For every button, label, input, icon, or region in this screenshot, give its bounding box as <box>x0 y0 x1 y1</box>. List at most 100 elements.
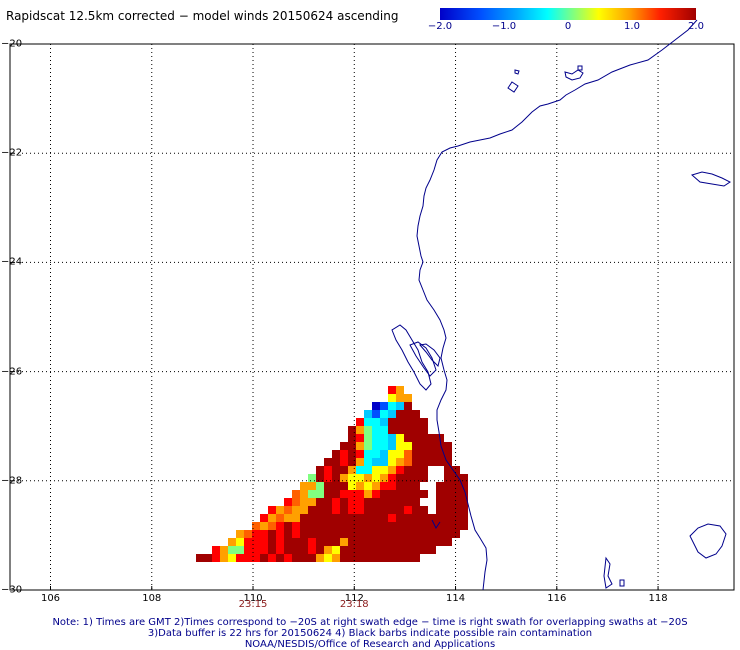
swath-cell <box>436 522 444 530</box>
swath-cell <box>380 442 388 450</box>
shark-bay-island <box>419 343 441 367</box>
swath-cell <box>292 514 300 522</box>
swath-cell <box>332 466 340 474</box>
swath-cell <box>428 442 436 450</box>
swath-cell <box>340 466 348 474</box>
swath-cell <box>316 506 324 514</box>
swath-cell <box>340 458 348 466</box>
swath-cell <box>388 434 396 442</box>
swath-cell <box>244 546 252 554</box>
swath-cell <box>300 546 308 554</box>
swath-cell <box>404 418 412 426</box>
swath-cell <box>404 522 412 530</box>
swath-cell <box>428 522 436 530</box>
swath-cell <box>324 546 332 554</box>
swath-cell <box>404 410 412 418</box>
swath-cell <box>436 442 444 450</box>
colorbar-tick: −2.0 <box>427 21 453 32</box>
swath-cell <box>356 530 364 538</box>
swath-cell <box>388 522 396 530</box>
swath-cell <box>316 530 324 538</box>
swath-cell <box>364 410 372 418</box>
swath-cell <box>412 450 420 458</box>
swath-cell <box>284 538 292 546</box>
swath-cell <box>452 466 460 474</box>
swath-cell <box>284 530 292 538</box>
swath-cell <box>324 554 332 562</box>
swath-cell <box>388 386 396 394</box>
swath-cell <box>380 506 388 514</box>
swath-cell <box>244 538 252 546</box>
swath-cell <box>364 426 372 434</box>
lat-tick-label: −30 <box>1 584 23 596</box>
swath-cell <box>428 514 436 522</box>
swath-cell <box>372 498 380 506</box>
swath-cell <box>372 530 380 538</box>
swath-cell <box>372 442 380 450</box>
swath-cell <box>452 490 460 498</box>
swath-cell <box>460 514 468 522</box>
swath-cell <box>316 554 324 562</box>
swath-cell <box>316 498 324 506</box>
swath-cell <box>356 458 364 466</box>
swath-cell <box>276 554 284 562</box>
swath-cell <box>404 474 412 482</box>
swath-cell <box>300 498 308 506</box>
swath-cell <box>364 506 372 514</box>
lake-3 <box>603 556 613 589</box>
swath-cell <box>332 554 340 562</box>
swath-cell <box>404 546 412 554</box>
swath-cell <box>380 418 388 426</box>
swath-cell <box>444 530 452 538</box>
swath-cell <box>364 482 372 490</box>
swath-cell <box>412 418 420 426</box>
swath-cell <box>332 538 340 546</box>
swath-cell <box>372 474 380 482</box>
swath-cell <box>428 458 436 466</box>
swath-cell <box>372 434 380 442</box>
swath-cell <box>268 514 276 522</box>
swath-cell <box>412 546 420 554</box>
swath-cell <box>364 514 372 522</box>
swath-cell <box>340 506 348 514</box>
swath-cell <box>460 482 468 490</box>
swath-cell <box>404 482 412 490</box>
lat-lon-grid <box>9 43 735 591</box>
swath-cell <box>212 554 220 562</box>
swath-cell <box>404 458 412 466</box>
coastline <box>391 19 731 591</box>
swath-cell <box>260 546 268 554</box>
swath-cell <box>332 506 340 514</box>
swath-cell <box>324 458 332 466</box>
swath-cell <box>356 506 364 514</box>
swath-cell <box>340 450 348 458</box>
swath-time-label: 23:18 <box>339 599 369 610</box>
lon-tick-label: 112 <box>344 593 364 604</box>
swath-cell <box>372 538 380 546</box>
swath-cell <box>356 474 364 482</box>
swath-cell <box>436 458 444 466</box>
swath-cell <box>396 514 404 522</box>
swath-cell <box>436 490 444 498</box>
swath-cell <box>196 554 204 562</box>
swath-cell <box>412 490 420 498</box>
swath-cell <box>436 450 444 458</box>
swath-cell <box>396 394 404 402</box>
swath-cell <box>276 530 284 538</box>
swath-cell <box>388 498 396 506</box>
swath-cell <box>300 522 308 530</box>
swath-cell <box>380 474 388 482</box>
swath-cell <box>364 458 372 466</box>
lat-tick-label: −20 <box>1 38 23 50</box>
swath-cell <box>452 498 460 506</box>
swath-cell <box>308 546 316 554</box>
swath-cell <box>308 506 316 514</box>
swath-cell <box>420 522 428 530</box>
swath-cell <box>396 506 404 514</box>
lon-tick-label: 114 <box>445 593 466 604</box>
swath-cell <box>252 546 260 554</box>
swath-cell <box>332 530 340 538</box>
swath-cell <box>236 530 244 538</box>
swath-cell <box>388 410 396 418</box>
